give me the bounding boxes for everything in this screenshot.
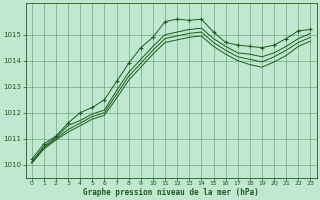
X-axis label: Graphe pression niveau de la mer (hPa): Graphe pression niveau de la mer (hPa) (83, 188, 259, 197)
